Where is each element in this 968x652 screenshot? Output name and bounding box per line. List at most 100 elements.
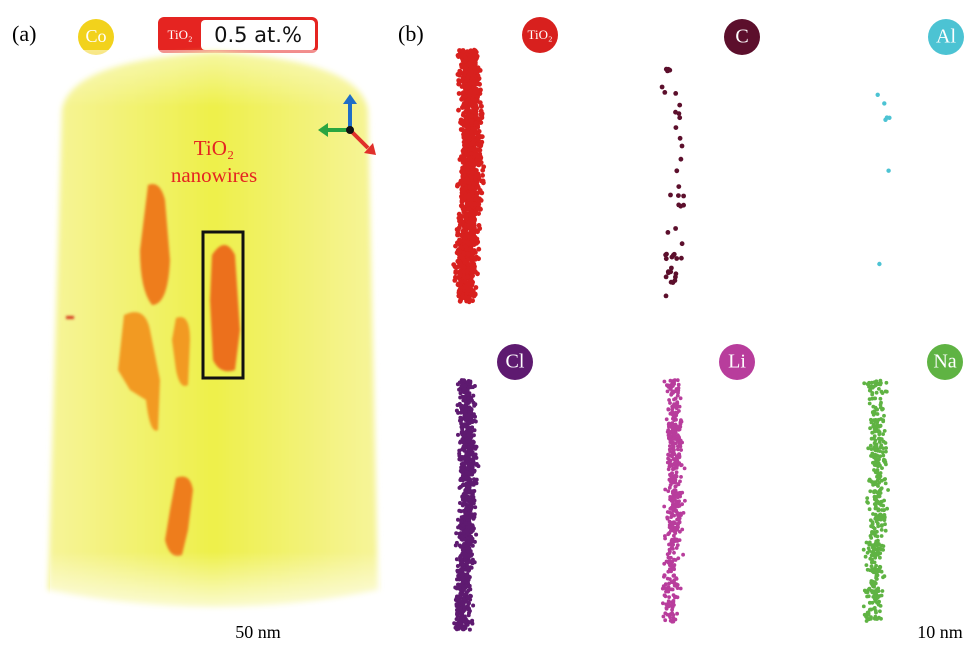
atom <box>867 388 872 393</box>
atom <box>464 401 469 406</box>
atom <box>473 69 478 75</box>
atom <box>675 378 680 383</box>
atom <box>885 506 889 511</box>
atom <box>878 445 883 450</box>
atom <box>876 500 881 505</box>
atom <box>882 513 887 517</box>
atom <box>467 60 473 66</box>
atom <box>458 380 463 385</box>
atom <box>673 539 678 543</box>
atom <box>869 615 873 620</box>
atom <box>471 49 477 54</box>
atom <box>466 261 471 267</box>
atom <box>672 563 677 567</box>
atom <box>670 520 675 525</box>
atom <box>462 607 467 612</box>
atom <box>872 606 877 610</box>
atom <box>465 240 471 245</box>
atom <box>673 617 678 622</box>
atom <box>674 256 680 261</box>
atom <box>680 490 685 495</box>
atom <box>665 430 670 434</box>
atom <box>874 576 878 580</box>
atom <box>469 395 474 400</box>
atom <box>878 604 883 608</box>
atom <box>671 381 676 385</box>
atom <box>672 550 676 555</box>
atom <box>874 592 879 597</box>
atom <box>676 439 680 443</box>
atom <box>456 568 461 573</box>
atom <box>458 468 463 473</box>
atom <box>877 440 882 444</box>
atom <box>874 379 879 384</box>
atom <box>878 378 883 383</box>
atom <box>675 410 679 415</box>
atom <box>461 592 466 597</box>
atom <box>466 432 471 437</box>
atom <box>670 607 674 612</box>
atom <box>669 539 674 543</box>
atom <box>458 238 463 244</box>
atom <box>461 133 467 139</box>
atom <box>669 499 674 503</box>
atom <box>461 586 466 591</box>
atom <box>683 498 687 503</box>
atom <box>462 620 467 624</box>
atom <box>873 530 878 535</box>
atom <box>882 413 886 418</box>
atom <box>478 108 484 114</box>
atom <box>676 517 681 522</box>
atom <box>457 269 462 275</box>
atom <box>468 165 474 171</box>
atom <box>460 437 465 442</box>
atom <box>675 400 680 404</box>
atom <box>873 383 878 388</box>
atom <box>868 443 873 448</box>
atom <box>663 66 669 72</box>
atom <box>465 274 470 280</box>
atom <box>462 461 467 466</box>
atom <box>876 417 881 422</box>
atom <box>462 542 467 546</box>
selection-box <box>201 230 245 380</box>
atom <box>666 560 670 564</box>
atom <box>660 586 665 591</box>
atom <box>668 444 672 448</box>
atom <box>882 516 887 521</box>
atom <box>462 146 468 152</box>
atom <box>675 543 680 547</box>
atom <box>467 185 473 191</box>
atom <box>465 420 470 425</box>
atom <box>471 109 477 114</box>
atom <box>467 383 472 388</box>
atom <box>668 479 673 484</box>
atom <box>465 494 470 499</box>
atom <box>458 615 463 620</box>
atom <box>662 504 667 509</box>
atom <box>475 271 480 277</box>
atom <box>468 594 473 599</box>
atom <box>468 100 474 106</box>
atom <box>465 119 470 125</box>
atom <box>463 99 469 105</box>
atom <box>870 530 874 534</box>
atom <box>469 216 475 221</box>
atom <box>878 551 883 556</box>
atom <box>670 252 676 258</box>
atom <box>669 265 674 271</box>
iso-value: 0.5 at.% <box>214 23 302 47</box>
atom <box>875 540 880 545</box>
atom <box>463 157 468 163</box>
atom <box>678 156 684 162</box>
atom <box>874 444 879 449</box>
atom <box>672 478 677 482</box>
atom <box>663 256 669 262</box>
atom <box>463 521 468 526</box>
panel-label: (a) <box>12 21 36 46</box>
element-badges: TiO₂ C Al Cl Li Na <box>497 17 964 380</box>
atom <box>457 387 462 392</box>
atom <box>663 293 669 299</box>
atom <box>879 593 884 598</box>
atom <box>468 426 473 430</box>
